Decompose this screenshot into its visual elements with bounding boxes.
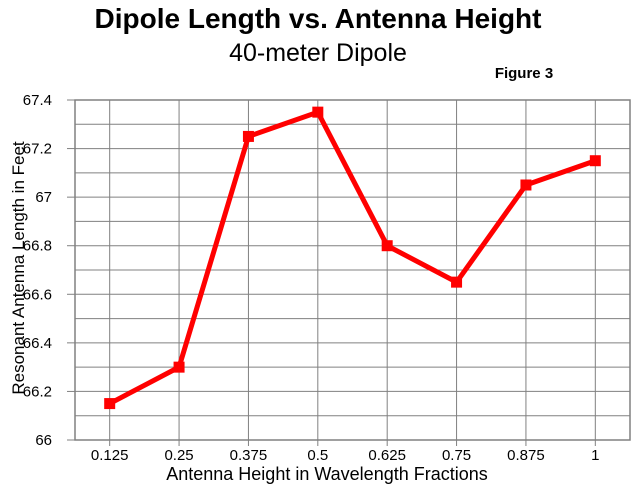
x-tick-label: 0.5 [307,447,328,464]
plot-border [74,99,631,441]
y-tick-label: 66.6 [23,286,52,303]
x-tick-label: 0.375 [230,447,268,464]
figure-label: Figure 3 [494,65,554,82]
data-point-marker [242,130,254,142]
y-tick-label: 66.8 [23,238,52,255]
y-tick-label: 67.2 [23,141,52,158]
y-tick-label: 66.2 [23,383,52,400]
chart-subtitle: 40-meter Dipole [229,39,407,67]
x-tick-label: 0.875 [507,447,545,464]
data-point-marker [451,276,463,288]
x-axis-title: Antenna Height in Wavelength Fractions [166,464,488,484]
y-tick-label: 66.4 [23,335,52,352]
x-tick-label: 0.625 [368,447,406,464]
data-point-marker [173,361,185,373]
x-tick-label: 0.75 [442,447,471,464]
data-line [108,109,597,406]
data-point-marker [589,155,601,167]
y-tick-label: 66 [35,432,52,449]
y-tick-label: 67 [35,189,52,206]
data-point-marker [520,179,532,191]
data-point-marker [381,240,393,252]
data-point-marker [104,398,116,410]
x-tick-label: 0.125 [91,447,129,464]
data-point-marker [312,106,324,118]
y-tick-label: 67.4 [23,92,52,109]
x-tick-label: 0.25 [164,447,193,464]
chart-title: Dipole Length vs. Antenna Height [94,3,542,34]
x-tick-label: 1 [591,447,599,464]
y-axis-title: Resonant Antenna Length in Feet [9,141,28,395]
